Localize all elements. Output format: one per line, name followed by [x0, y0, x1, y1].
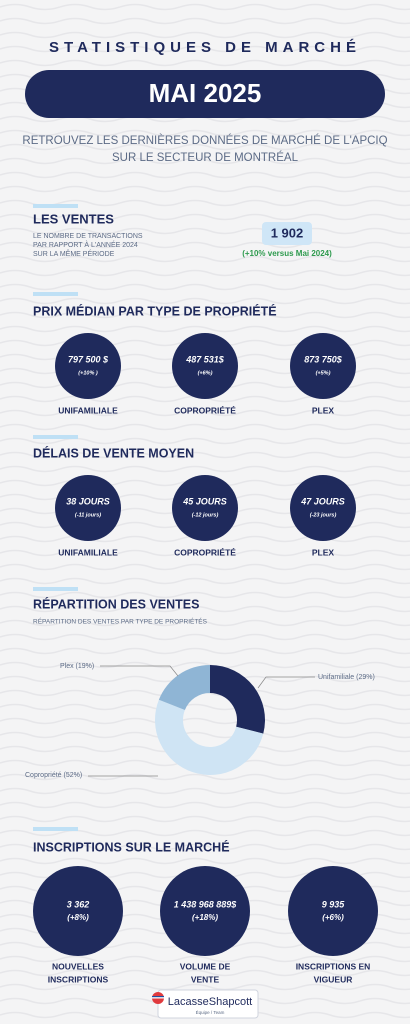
- description: LE NOMBRE DE TRANSACTIONS: [33, 233, 143, 240]
- leader-line: [257, 676, 315, 689]
- section-heading: RÉPARTITION DES VENTES: [33, 596, 199, 611]
- sales-change: (+10% versus Mai 2024): [242, 249, 332, 258]
- stat-value: 45 JOURS: [182, 496, 227, 506]
- section-heading: INSCRIPTIONS SUR LE MARCHÉ: [33, 839, 230, 854]
- stat-value: 38 JOURS: [66, 496, 110, 506]
- stat-value: 1 438 968 889$: [174, 899, 238, 909]
- section-heading: PRIX MÉDIAN PAR TYPE DE PROPRIÉTÉ: [33, 303, 277, 318]
- stat-change: (+6%): [198, 370, 213, 376]
- separator: [33, 827, 78, 831]
- description: SUR LA MÊME PÉRIODE: [33, 249, 115, 258]
- stat-label: INSCRIPTIONS: [48, 974, 109, 984]
- stat-value: 9 935: [322, 899, 346, 909]
- donut-segment: [210, 665, 265, 734]
- subtitle: SUR LE SECTEUR DE MONTRÉAL: [112, 151, 299, 164]
- brand: LacasseShapcott: [168, 996, 252, 1008]
- stat-change: (+18%): [192, 913, 218, 922]
- donut-segment: [158, 665, 210, 711]
- stat-circle: [290, 475, 356, 541]
- donut-label: Plex (19%): [60, 663, 94, 670]
- separator: [33, 292, 78, 296]
- stat-circle: [55, 475, 121, 541]
- logo-balloon-band: [152, 996, 164, 998]
- section-heading: LES VENTES: [33, 211, 114, 226]
- stat-label: INSCRIPTIONS EN: [296, 961, 371, 971]
- stat-circle: [172, 475, 238, 541]
- stat-label: VENTE: [191, 974, 220, 984]
- stat-change: (+10% ): [78, 370, 98, 376]
- donut-label: Copropriété (52%): [25, 772, 82, 779]
- leader-line: [100, 665, 179, 677]
- sales-box: [262, 222, 312, 245]
- stat-value: 873 750$: [304, 354, 343, 364]
- stat-circle: [33, 866, 123, 956]
- stat-label: UNIFAMILIALE: [58, 547, 118, 557]
- donut-segment: [154, 699, 264, 776]
- section-subtitle: RÉPARTITION DES VENTES PAR TYPE DE PROPR…: [33, 617, 208, 626]
- stat-label: COPROPRIÉTÉ: [174, 405, 236, 415]
- stat-value: 797 500 $: [68, 354, 109, 364]
- stat-value: 3 362: [67, 899, 90, 909]
- stat-label: NOUVELLES: [52, 961, 104, 971]
- description: PAR RAPPORT À L'ANNÉE 2024: [33, 240, 138, 249]
- separator: [33, 587, 78, 591]
- stat-label: VIGUEUR: [314, 974, 353, 984]
- stat-circle: [55, 333, 121, 399]
- stat-circle: [288, 866, 378, 956]
- stat-value: 47 JOURS: [300, 496, 345, 506]
- stat-label: UNIFAMILIALE: [58, 405, 118, 415]
- stat-circle: [290, 333, 356, 399]
- donut-label: Unifamiliale (29%): [318, 674, 375, 681]
- stat-change: (+6%): [322, 913, 344, 922]
- stat-change: (-23 jours): [310, 512, 337, 518]
- month: MAI 2025: [149, 78, 262, 108]
- sales-value: 1 902: [271, 225, 304, 240]
- logo-balloon-band: [152, 996, 164, 999]
- stat-change: (-11 jours): [75, 512, 101, 518]
- stat-change: (-12 jours): [192, 512, 219, 518]
- stat-value: 487 531$: [185, 354, 225, 364]
- subtitle: RETROUVEZ LES DERNIÈRES DONNÉES DE MARCH…: [22, 134, 387, 147]
- stat-label: PLEX: [312, 547, 335, 557]
- page-title: STATISTIQUES DE MARCHÉ: [49, 39, 361, 56]
- separator: [33, 204, 78, 208]
- stat-change: (+5%): [316, 370, 331, 376]
- stat-circle: [160, 866, 250, 956]
- section-heading: DÉLAIS DE VENTE MOYEN: [33, 445, 194, 460]
- month-banner: [25, 70, 385, 118]
- stat-label: PLEX: [312, 405, 335, 415]
- stat-label: VOLUME DE: [180, 961, 231, 971]
- separator: [33, 435, 78, 439]
- stat-circle: [172, 333, 238, 399]
- stat-label: COPROPRIÉTÉ: [174, 547, 236, 557]
- tagline: Équipe / Team: [196, 1009, 225, 1015]
- stat-change: (+8%): [67, 913, 89, 922]
